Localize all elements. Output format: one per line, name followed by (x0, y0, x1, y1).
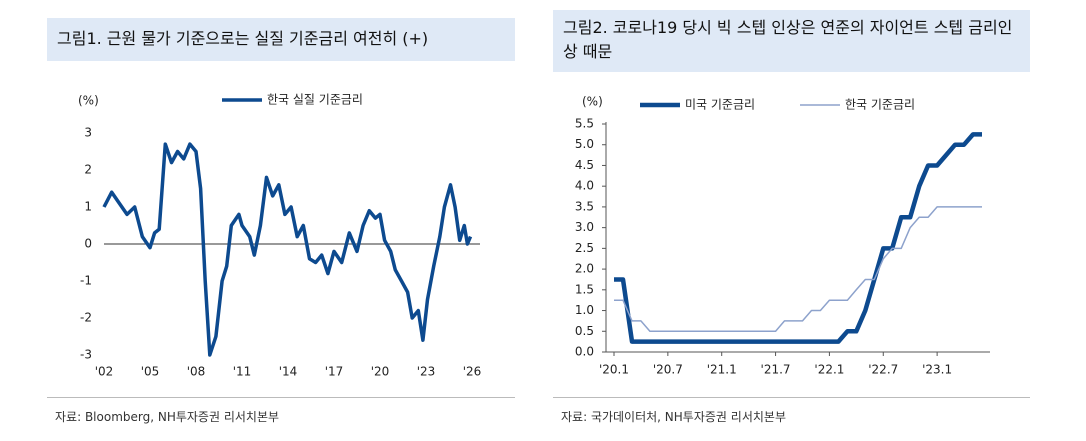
divider (553, 397, 1030, 398)
x-tick-label: '14 (279, 365, 298, 379)
data-line (614, 132, 982, 344)
y-tick-label: 1.5 (575, 282, 594, 296)
y-tick-label: 0.0 (575, 345, 594, 359)
y-tick-label: 2.0 (575, 262, 594, 276)
x-tick-label: '22.1 (814, 363, 844, 377)
x-tick-label: '20.7 (653, 363, 683, 377)
chart-title: 그림1. 근원 물가 기준으로는 실질 기준금리 여전히 (+) (47, 18, 515, 61)
y-tick-label: 0 (84, 237, 92, 251)
axis-unit: (%) (78, 94, 99, 108)
y-tick-label: 2.5 (575, 241, 594, 255)
y-tick-label: 4.0 (575, 179, 594, 193)
y-tick-label: 5.0 (575, 137, 594, 151)
y-tick-label: 3.5 (575, 199, 594, 213)
x-tick-label: '21.7 (761, 363, 791, 377)
y-tick-label: 5.5 (575, 117, 594, 131)
y-tick-label: -2 (80, 311, 92, 325)
y-tick-label: 2 (84, 163, 92, 177)
x-tick-label: '05 (141, 365, 160, 379)
x-tick-label: '20 (371, 365, 390, 379)
x-tick-label: '11 (233, 365, 252, 379)
x-tick-label: '08 (187, 365, 206, 379)
x-tick-label: '21.1 (707, 363, 737, 377)
x-tick-label: '17 (325, 365, 344, 379)
legend-label: 한국 실질 기준금리 (267, 93, 363, 107)
legend-label: 미국 기준금리 (685, 98, 755, 112)
y-tick-label: 3 (84, 126, 92, 140)
y-tick-label: 1.0 (575, 303, 594, 317)
axis-unit: (%) (582, 95, 603, 109)
y-tick-label: -3 (80, 348, 92, 362)
x-tick-label: '23.1 (922, 363, 952, 377)
x-tick-label: '23 (417, 365, 436, 379)
divider (47, 397, 515, 398)
x-tick-label: '22.7 (868, 363, 898, 377)
x-tick-label: '26 (463, 365, 482, 379)
source-note: 자료: Bloomberg, NH투자증권 리서치본부 (55, 410, 280, 424)
x-tick-label: '02 (95, 365, 114, 379)
legend-label: 한국 기준금리 (845, 98, 915, 112)
source-note: 자료: 국가데이터처, NH투자증권 리서치본부 (561, 410, 786, 424)
chart-title: 그림2. 코로나19 당시 빅 스텝 인상은 연준의 자이언트 스텝 금리인상 … (553, 10, 1030, 72)
y-tick-label: 1 (84, 200, 92, 214)
y-tick-label: 3.0 (575, 220, 594, 234)
data-line (102, 142, 473, 357)
y-tick-label: 0.5 (575, 324, 594, 338)
y-tick-label: -1 (80, 274, 92, 288)
x-tick-label: '20.1 (599, 363, 629, 377)
data-line (614, 206, 982, 333)
y-tick-label: 4.5 (575, 158, 594, 172)
